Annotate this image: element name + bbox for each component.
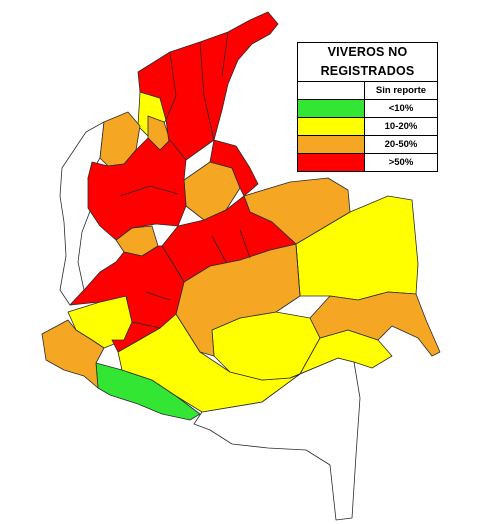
legend-title: VIVEROS NO REGISTRADOS [298,43,437,82]
legend-label: >50% [388,157,414,168]
legend-row-20-50: 20-50% [298,136,437,154]
legend-swatch-orange [298,136,365,153]
legend-row-10-20: 10-20% [298,118,437,136]
legend-swatch-yellow [298,118,365,135]
legend: VIVEROS NO REGISTRADOS Sin reporte <10% … [297,42,438,172]
region-vaupes[interactable] [289,329,393,379]
region-guaviare[interactable] [309,291,441,357]
legend-label: <10% [388,103,414,114]
region-caribbean-north[interactable] [137,11,279,161]
legend-swatch-red [298,154,365,171]
legend-row-lt10: <10% [298,100,437,118]
legend-row-sin-reporte: Sin reporte [298,82,437,100]
legend-label: 10-20% [384,121,418,132]
legend-swatch-white [298,82,365,99]
region-antioquia[interactable] [87,137,187,241]
region-narino[interactable] [41,319,105,389]
legend-label: Sin reporte [375,85,427,96]
legend-row-gt50: >50% [298,154,437,171]
legend-title-line1: VIVEROS NO [327,45,408,59]
legend-swatch-green [298,100,365,117]
region-pacific-red[interactable] [69,245,185,329]
department-borders [119,31,301,301]
region-huila-tolima[interactable] [111,321,161,353]
legend-title-line2: REGISTRADOS [320,64,415,78]
legend-label: 20-50% [384,139,418,150]
